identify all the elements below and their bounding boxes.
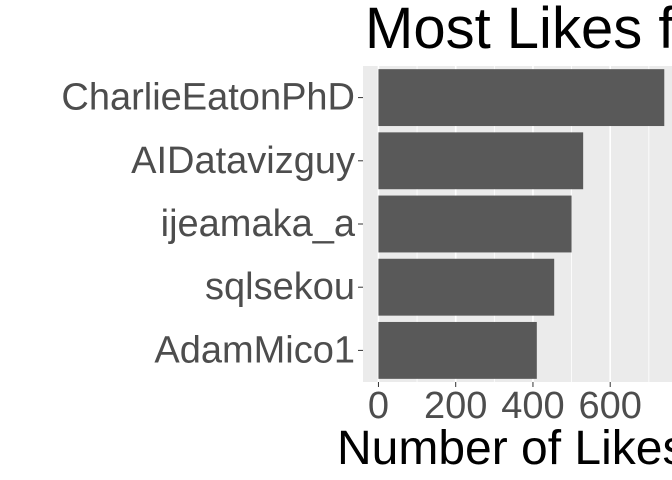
y-tick-label: AIDatavizguy	[131, 140, 355, 182]
bar	[378, 69, 665, 127]
bar	[378, 258, 555, 316]
x-tick-label: 0	[368, 385, 389, 427]
y-axis: AdamMico1 sqlsekou ijeamaka_a AIDatavizguy C…	[61, 77, 363, 371]
y-tick-label: CharlieEatonPhD	[61, 77, 355, 119]
bar	[378, 321, 537, 379]
bars	[378, 69, 665, 379]
bar	[378, 132, 584, 190]
bar	[378, 195, 572, 253]
chart-title: Most Likes f	[365, 0, 672, 61]
x-tick-label: 600	[578, 385, 641, 427]
y-tick-label: AdamMico1	[154, 329, 355, 371]
y-tick-label: sqlsekou	[205, 266, 355, 308]
x-axis-title: Number of Likes	[337, 422, 672, 475]
y-tick-label: ijeamaka_a	[161, 203, 356, 245]
x-axis: 0 200 400 600	[368, 382, 642, 427]
x-tick-label: 400	[501, 385, 564, 427]
x-tick-label: 200	[424, 385, 487, 427]
